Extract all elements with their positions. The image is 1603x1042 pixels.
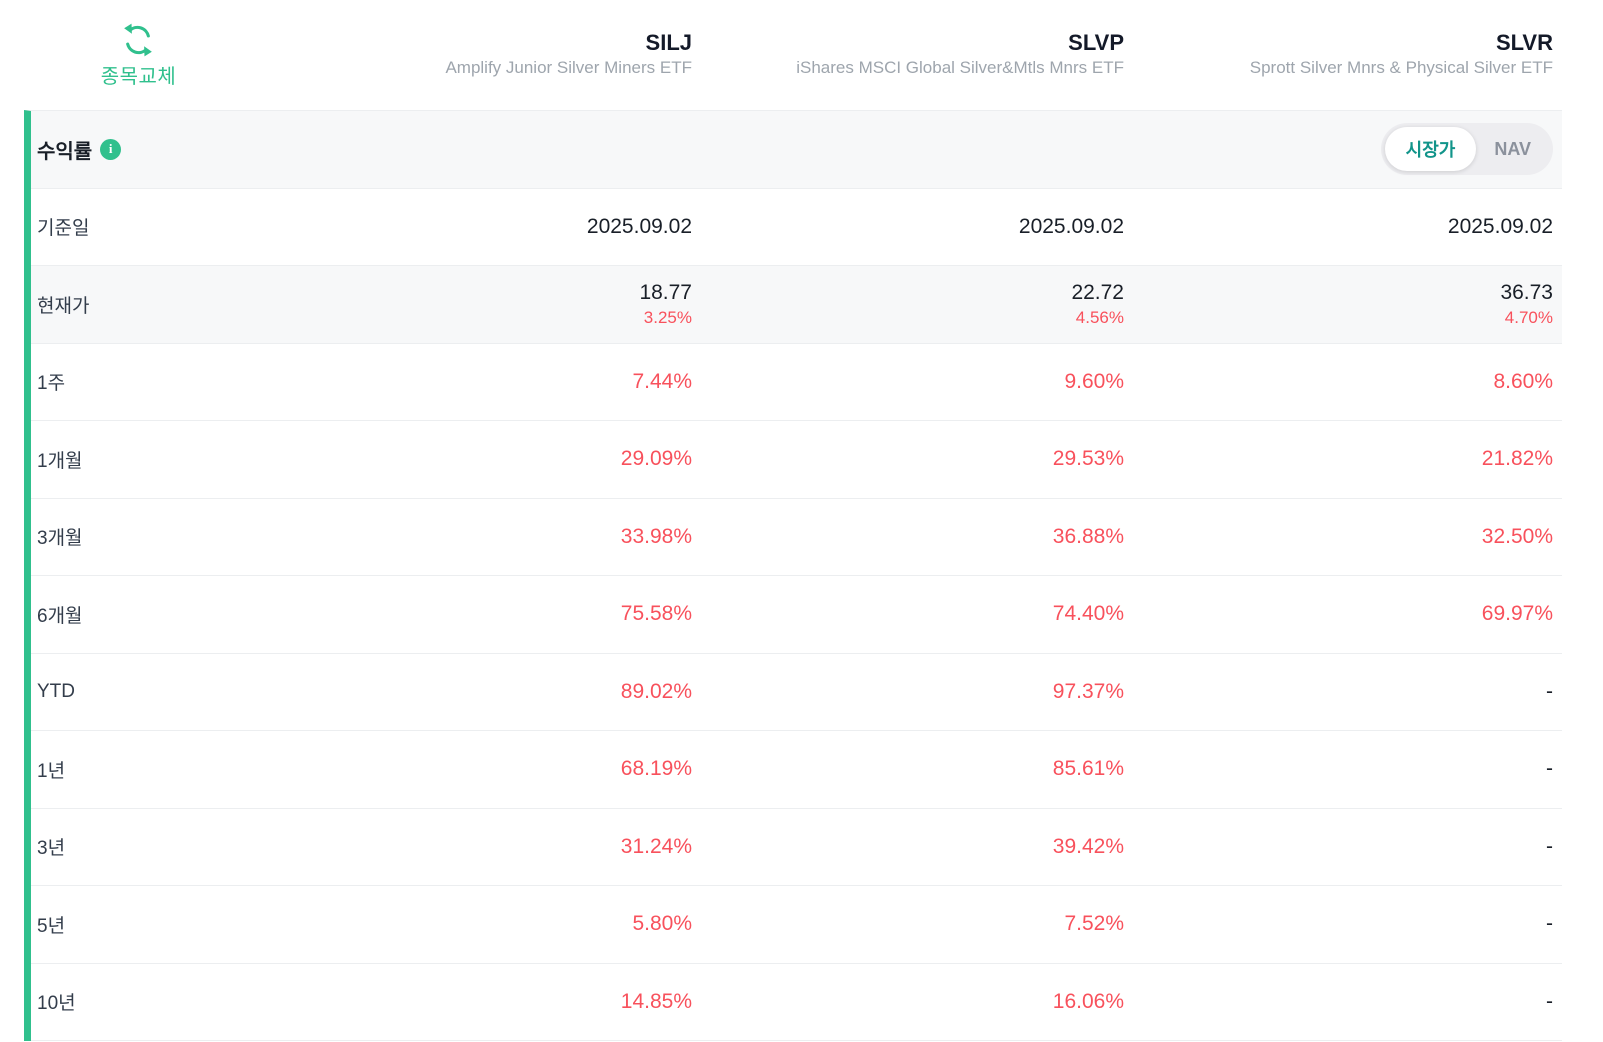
cell-value: 29.53% [1052,447,1124,471]
table-row-1y: 1년 68.19% 85.61% - [31,731,1562,809]
table-row-10y: 10년 14.85% 16.06% - [31,963,1562,1041]
cell-value: 32.50% [1481,524,1553,548]
etf-ticker: SLVR [1495,29,1553,55]
cell-value: 9.60% [1064,369,1124,393]
price-type-toggle[interactable]: 시장가 NAV [1380,123,1553,176]
cell-value: - [1546,989,1553,1013]
cell-value: 33.98% [620,524,692,548]
cell-value: 75.58% [620,602,692,626]
info-icon[interactable]: i [100,138,122,160]
returns-section-header: 수익률 i 시장가 NAV [31,111,1562,189]
cell-value: - [1546,912,1553,936]
row-label: 3개월 [37,528,83,550]
returns-table: 수익률 i 시장가 NAV 기준일 2025.09.02 2025.09.02 … [24,110,1562,1041]
cell-price: 18.77 3.25% [246,279,692,330]
etf-ticker: SILJ [645,29,692,55]
cell-value: 7.44% [632,369,692,393]
cell-value: 21.82% [1481,447,1553,471]
cell-value: - [1546,679,1553,703]
refresh-icon [124,23,153,56]
swap-stock-label: 종목교체 [100,65,177,88]
cell-value: 85.61% [1052,757,1124,781]
cell-value: 16.06% [1052,989,1124,1013]
price-change: 4.70% [1504,307,1553,327]
row-label: 3년 [37,838,66,860]
section-title: 수익률 [37,140,93,163]
row-label: 1주 [37,373,66,395]
cell-value: 14.85% [620,989,692,1013]
row-label: 현재가 [37,295,90,317]
cell-value: 2025.09.02 [1018,214,1124,238]
table-row-1w: 1주 7.44% 9.60% 8.60% [31,343,1562,421]
row-label: 6개월 [37,605,83,627]
cell-value: 8.60% [1493,369,1553,393]
cell-price: 36.73 4.70% [1124,279,1562,330]
cell-value: 89.02% [620,679,692,703]
table-row-6m: 6개월 75.58% 74.40% 69.97% [31,576,1562,654]
etf-name: Sprott Silver Mnrs & Physical Silver ETF [1249,58,1553,78]
etf-header-slvp: SLVP iShares MSCI Global Silver&Mtls Mnr… [692,29,1124,81]
cell-value: 2025.09.02 [1447,214,1553,238]
etf-ticker: SLVP [1068,29,1124,55]
price-value: 18.77 [639,280,692,304]
table-row-5y: 5년 5.80% 7.52% - [31,886,1562,964]
price-value: 22.72 [1071,280,1124,304]
row-label: 기준일 [37,218,90,240]
row-label: 1년 [37,760,66,782]
cell-value: 31.24% [620,834,692,858]
table-row-3y: 3년 31.24% 39.42% - [31,808,1562,886]
table-row-base-date: 기준일 2025.09.02 2025.09.02 2025.09.02 [31,188,1562,266]
cell-value: 39.42% [1052,834,1124,858]
cell-value: 2025.09.02 [586,214,692,238]
table-row-current-price: 현재가 18.77 3.25% 22.72 4.56% 36.73 4.70% [31,266,1562,344]
cell-value: 5.80% [632,912,692,936]
row-label: 1개월 [37,450,83,472]
toggle-option-nav[interactable]: NAV [1476,127,1549,171]
table-row-1m: 1개월 29.09% 29.53% 21.82% [31,421,1562,499]
row-label: 10년 [37,993,76,1015]
price-change: 3.25% [643,307,692,327]
etf-header-slvr: SLVR Sprott Silver Mnrs & Physical Silve… [1124,29,1562,81]
comparison-header: 종목교체 SILJ Amplify Junior Silver Miners E… [24,0,1562,110]
cell-value: 29.09% [620,447,692,471]
cell-value: 69.97% [1481,602,1553,626]
cell-value: - [1546,834,1553,858]
cell-value: 7.52% [1064,912,1124,936]
etf-name: iShares MSCI Global Silver&Mtls Mnrs ETF [796,58,1124,78]
cell-value: 36.88% [1052,524,1124,548]
toggle-option-market-price[interactable]: 시장가 [1384,127,1477,172]
price-value: 36.73 [1500,280,1553,304]
table-row-ytd: YTD 89.02% 97.37% - [31,653,1562,731]
cell-value: 68.19% [620,757,692,781]
table-row-3m: 3개월 33.98% 36.88% 32.50% [31,498,1562,576]
row-label: 5년 [37,915,66,937]
etf-header-silj: SILJ Amplify Junior Silver Miners ETF [246,29,692,81]
cell-price: 22.72 4.56% [692,279,1124,330]
row-label: YTD [37,680,75,702]
cell-value: 74.40% [1052,602,1124,626]
cell-value: 97.37% [1052,679,1124,703]
price-change: 4.56% [1075,307,1124,327]
etf-name: Amplify Junior Silver Miners ETF [445,58,692,78]
swap-stock-button[interactable]: 종목교체 [101,22,177,89]
cell-value: - [1546,757,1553,781]
